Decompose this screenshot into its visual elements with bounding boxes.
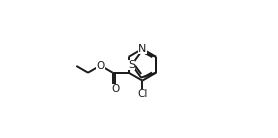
Text: O: O — [96, 61, 105, 71]
Text: Cl: Cl — [137, 89, 148, 99]
Text: N: N — [138, 44, 147, 54]
Text: S: S — [128, 60, 135, 70]
Text: O: O — [112, 84, 120, 94]
